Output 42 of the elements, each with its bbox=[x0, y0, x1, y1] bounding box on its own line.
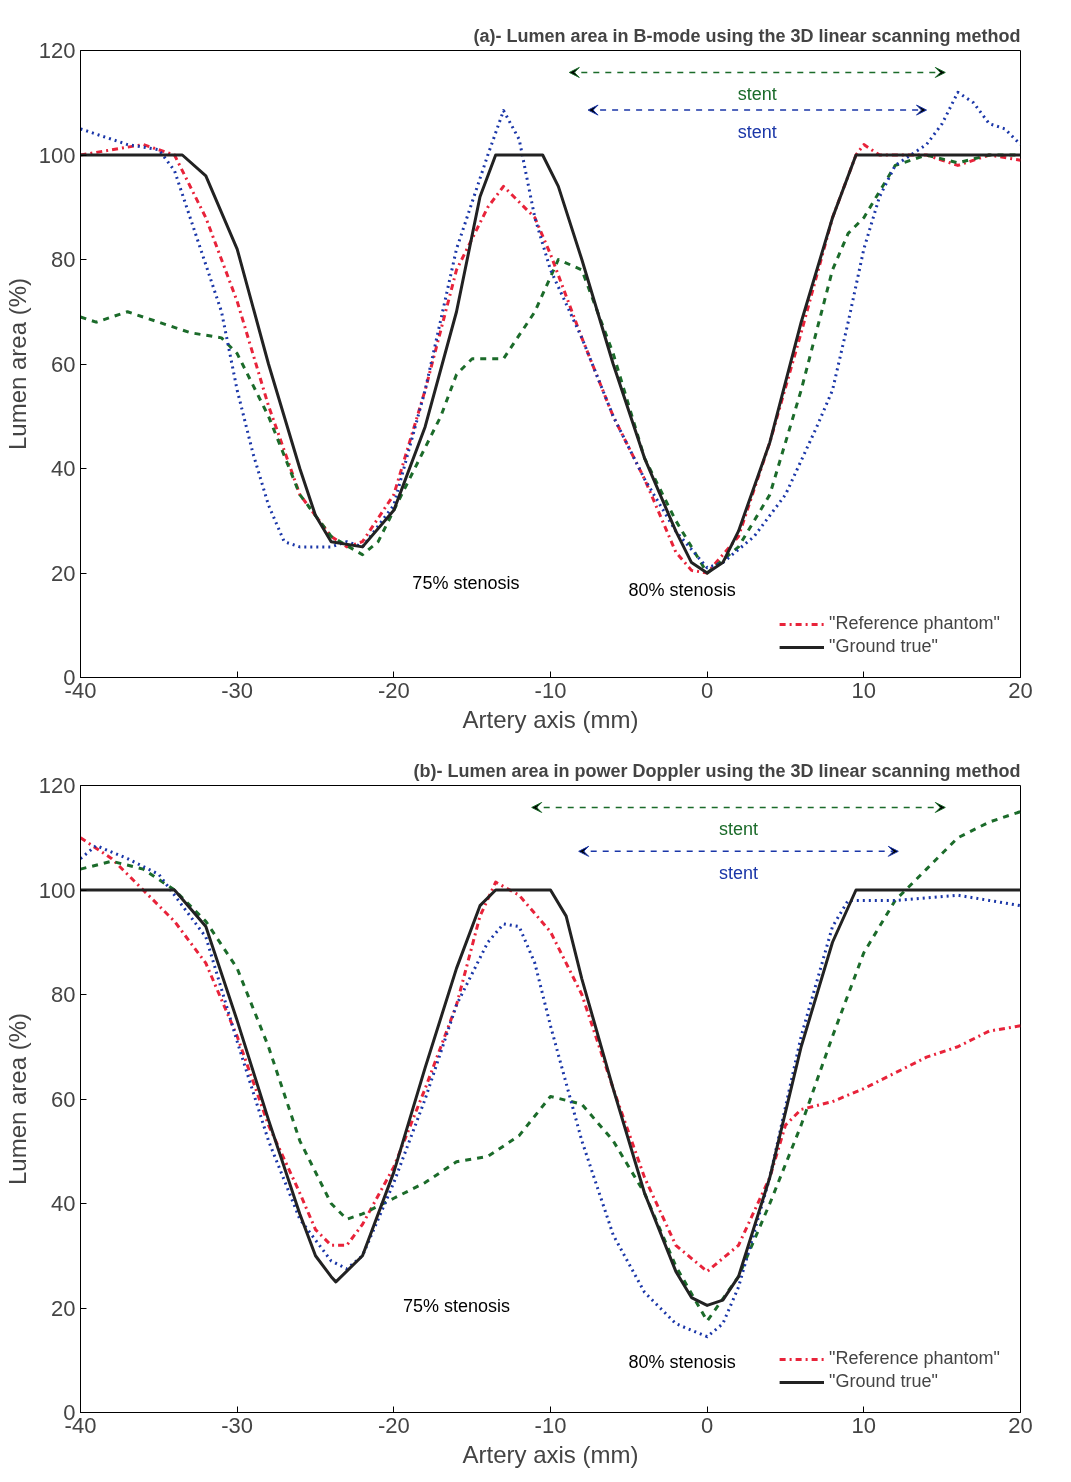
annotation: stent bbox=[737, 84, 777, 105]
annotation: stent bbox=[718, 819, 759, 840]
x-tick-label: 0 bbox=[701, 1412, 714, 1438]
legend-label: "Reference phantom" bbox=[829, 1348, 1000, 1369]
y-tick-label: 120 bbox=[38, 773, 76, 798]
chart-title: (b)- Lumen area in power Doppler using the 3D linear scanning method bbox=[413, 760, 1021, 781]
x-tick-label: -30 bbox=[221, 1412, 254, 1438]
x-tick-label: -20 bbox=[377, 1412, 410, 1438]
y-tick-label: 40 bbox=[51, 456, 76, 481]
x-tick-label: 0 bbox=[701, 677, 714, 703]
chart-title: (a)- Lumen area in B-mode using the 3D linear scanning method bbox=[473, 25, 1021, 46]
x-tick-label: -20 bbox=[377, 677, 410, 703]
y-tick-label: 100 bbox=[38, 142, 76, 168]
annotation: 75% stenosis bbox=[412, 573, 520, 594]
y-tick-label: 20 bbox=[51, 560, 76, 586]
y-tick-label: 80 bbox=[51, 247, 76, 272]
x-tick-label: 20 bbox=[1008, 677, 1033, 703]
y-tick-label: 40 bbox=[51, 1191, 76, 1216]
x-tick-label: 10 bbox=[851, 677, 877, 703]
annotation: 80% stenosis bbox=[628, 1352, 736, 1373]
legend-label: "Ground true" bbox=[829, 1371, 938, 1392]
y-tick-label: 60 bbox=[51, 1086, 76, 1112]
x-axis-title: Artery axis (mm) bbox=[462, 1440, 639, 1468]
x-tick-label: 10 bbox=[851, 1412, 877, 1438]
y-axis-title: Lumen area (%) bbox=[3, 1012, 31, 1186]
legend-label: "Ground true" bbox=[829, 636, 938, 657]
x-tick-label: -30 bbox=[221, 677, 254, 703]
y-tick-label: 120 bbox=[38, 38, 76, 63]
annotation: stent bbox=[737, 122, 777, 143]
x-tick-label: 20 bbox=[1008, 1412, 1033, 1438]
x-tick-label: -10 bbox=[534, 677, 567, 703]
legend-label: "Reference phantom" bbox=[829, 613, 1000, 634]
y-axis-title: Lumen area (%) bbox=[3, 277, 31, 451]
y-tick-label: 20 bbox=[51, 1295, 76, 1321]
y-tick-label: 80 bbox=[51, 982, 76, 1007]
annotation: 80% stenosis bbox=[628, 579, 736, 600]
annotation: 75% stenosis bbox=[402, 1295, 511, 1316]
x-axis-title: Artery axis (mm) bbox=[462, 705, 639, 733]
x-tick-label: -10 bbox=[534, 1412, 567, 1438]
y-tick-label: 100 bbox=[38, 877, 76, 903]
y-tick-label: 60 bbox=[51, 351, 76, 377]
annotation: stent bbox=[718, 863, 759, 884]
